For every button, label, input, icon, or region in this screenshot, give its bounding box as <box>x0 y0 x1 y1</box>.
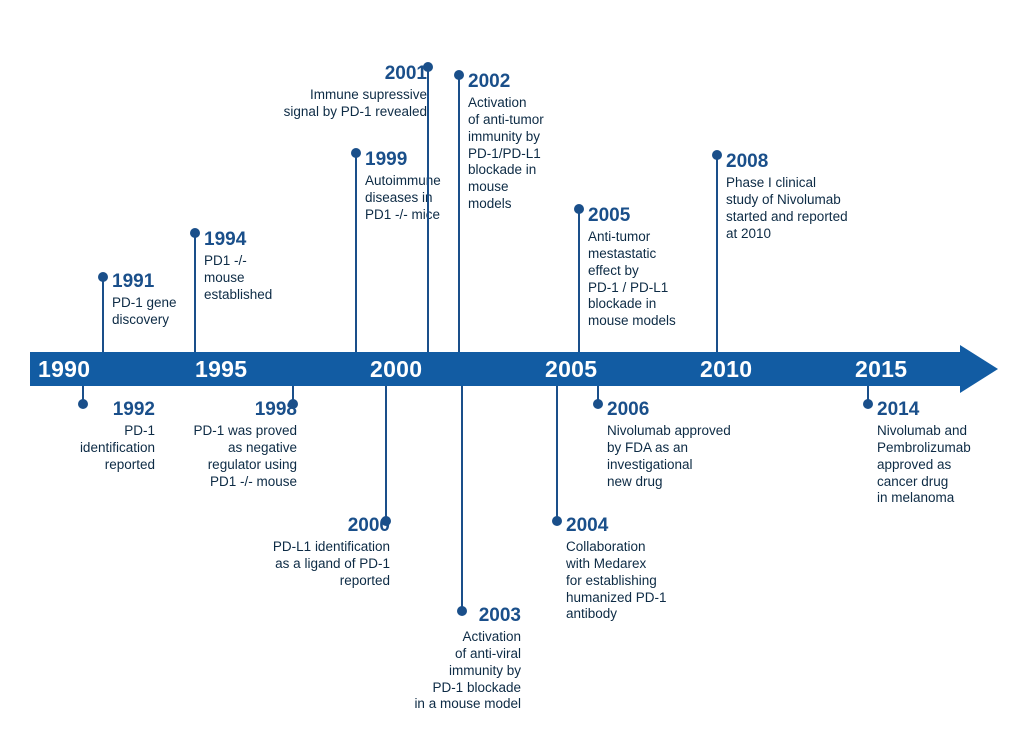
event-label: 2006Nivolumab approvedby FDA as aninvest… <box>607 400 772 490</box>
event-stem <box>556 386 558 521</box>
event-year: 2001 <box>257 64 427 85</box>
arrow-head <box>960 345 998 393</box>
event-label: 2014Nivolumab andPembrolizumabapproved a… <box>877 400 1024 507</box>
event-desc: Anti-tumormestastaticeffect byPD-1 / PD-… <box>588 229 723 330</box>
event-year: 2003 <box>371 606 521 627</box>
event-year: 2005 <box>588 206 723 227</box>
event-dot <box>593 399 603 409</box>
event-year: 2000 <box>230 516 390 537</box>
event-year: 1998 <box>152 400 297 421</box>
event-dot <box>351 148 361 158</box>
axis-tick: 1995 <box>195 345 247 393</box>
event-label: 2004Collaborationwith Medarexfor establi… <box>566 516 716 623</box>
event-desc: Nivolumab approvedby FDA as aninvestigat… <box>607 423 772 491</box>
event-stem <box>716 154 718 352</box>
event-dot <box>712 150 722 160</box>
axis-tick: 2015 <box>855 345 907 393</box>
event-label: 2005Anti-tumormestastaticeffect byPD-1 /… <box>588 206 723 330</box>
event-year: 2002 <box>468 72 598 93</box>
event-stem <box>578 208 580 352</box>
event-dot <box>98 272 108 282</box>
event-dot <box>552 516 562 526</box>
event-desc: Collaborationwith Medarexfor establishin… <box>566 539 716 623</box>
event-desc: PD-L1 identificationas a ligand of PD-1r… <box>230 539 390 590</box>
event-year: 2014 <box>877 400 1024 421</box>
event-label: 2003Activationof anti-viralimmunity byPD… <box>371 606 521 713</box>
event-label: 1998PD-1 was provedas negativeregulator … <box>152 400 297 490</box>
axis-tick: 2000 <box>370 345 422 393</box>
event-label: 1992PD-1identificationreported <box>40 400 155 474</box>
event-label: 2002Activationof anti-tumorimmunity byPD… <box>468 72 598 213</box>
event-desc: PD-1 was provedas negativeregulator usin… <box>152 423 297 491</box>
event-year: 2006 <box>607 400 772 421</box>
event-label: 2000PD-L1 identificationas a ligand of P… <box>230 516 390 590</box>
event-stem <box>427 66 429 352</box>
axis-tick: 2005 <box>545 345 597 393</box>
event-label: 1994PD1 -/-mouseestablished <box>204 230 314 304</box>
event-year: 2008 <box>726 152 891 173</box>
event-desc: PD-1identificationreported <box>40 423 155 474</box>
event-stem <box>355 152 357 352</box>
event-label: 2001Immune supressivesignal by PD-1 reve… <box>257 64 427 121</box>
event-desc: Activationof anti-tumorimmunity byPD-1/P… <box>468 95 598 213</box>
event-stem <box>461 386 463 611</box>
timeline: 199019952000200520102015 1991PD-1 gene d… <box>0 0 1024 732</box>
arrow-body <box>30 352 960 386</box>
event-desc: Phase I clinicalstudy of Nivolumabstarte… <box>726 175 891 243</box>
event-dot <box>190 228 200 238</box>
event-year: 2004 <box>566 516 716 537</box>
event-dot <box>454 70 464 80</box>
axis-tick: 2010 <box>700 345 752 393</box>
event-year: 1994 <box>204 230 314 251</box>
event-stem <box>194 232 196 352</box>
event-desc: PD1 -/-mouseestablished <box>204 253 314 304</box>
event-dot <box>574 204 584 214</box>
event-desc: Nivolumab andPembrolizumabapproved ascan… <box>877 423 1024 507</box>
event-year: 1992 <box>40 400 155 421</box>
event-stem <box>385 386 387 521</box>
event-dot <box>863 399 873 409</box>
event-stem <box>458 74 460 352</box>
event-label: 2008Phase I clinicalstudy of Nivolumabst… <box>726 152 891 242</box>
event-desc: Activationof anti-viralimmunity byPD-1 b… <box>371 629 521 713</box>
event-stem <box>102 276 104 352</box>
event-desc: Immune supressivesignal by PD-1 revealed <box>257 87 427 121</box>
